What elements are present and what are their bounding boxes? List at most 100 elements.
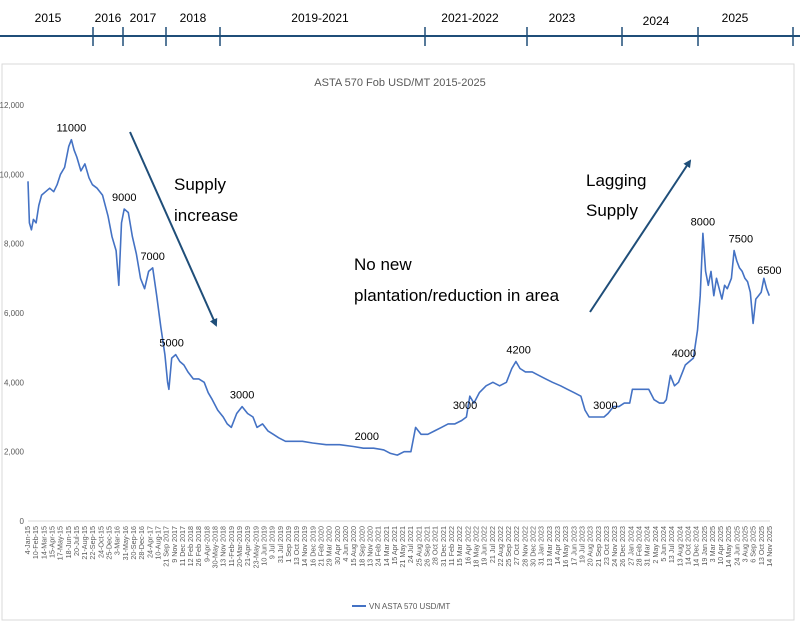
- x-tick-label: 19 Jan 2025: [700, 526, 709, 566]
- x-tick-label: 9 Jul 2019: [268, 526, 277, 559]
- annotation-supply-increase: Supply increase: [174, 175, 238, 225]
- x-tick-label: 21 May 2021: [398, 526, 407, 568]
- x-tick-label: 23-May-2019: [251, 526, 260, 568]
- x-tick-label: 18-Jun-15: [64, 526, 73, 558]
- x-tick-label: 25 Sep 2022: [504, 526, 513, 567]
- x-tick-label: 19 Jun 2022: [480, 526, 489, 566]
- x-tick-label: 9 Nov 2017: [170, 526, 179, 563]
- x-tick-label: 15 Aug 2020: [349, 526, 358, 566]
- x-tick-label: 18 May 2022: [471, 526, 480, 568]
- x-tick-label: 22-Sep-15: [88, 526, 97, 560]
- y-tick-label: 0: [20, 517, 25, 526]
- annotation-no-new-plantation-line1: No new: [354, 255, 412, 274]
- annotation-supply-increase-line1: Supply: [174, 175, 226, 194]
- timeline-period-2024: 2024: [643, 14, 670, 28]
- x-tick-label: 1 Sep 2019: [284, 526, 293, 563]
- arrow-up-icon: [589, 159, 692, 313]
- x-tick-label: 15 Mar 2022: [455, 526, 464, 566]
- x-tick-label: 31 Dec 2021: [439, 526, 448, 567]
- x-tick-label: 30 Apr 2020: [333, 526, 342, 565]
- x-tick-label: 18 Sep 2020: [357, 526, 366, 567]
- timeline-period-2025: 2025: [722, 11, 749, 25]
- x-tick-label: 14 Mar 2021: [382, 526, 391, 566]
- x-tick-label: 26 Dec 2023: [618, 526, 627, 567]
- data-label: 4200: [506, 345, 530, 357]
- annotation-lagging-supply-line2: Supply: [586, 201, 638, 220]
- x-tick-label: 24 Nov 2023: [610, 526, 619, 567]
- x-tick-label: 14 Oct 2024: [683, 526, 692, 565]
- arrow-down-icon: [129, 131, 218, 327]
- x-tick-label: 9-Apr-2018: [202, 526, 211, 562]
- x-tick-label: 3 Aug 2025: [741, 526, 750, 562]
- chart-title: ASTA 570 Fob USD/MT 2015-2025: [314, 77, 485, 89]
- x-tick-label: 24-Apr-17: [145, 526, 154, 558]
- x-tick-label: 31 Jan 2023: [537, 526, 546, 566]
- timeline-period-2015: 2015: [35, 11, 62, 25]
- data-label: 7500: [729, 234, 753, 246]
- data-label: 3000: [593, 400, 617, 412]
- timeline-period-2016: 2016: [95, 11, 122, 25]
- x-tick-label: 14-Mar-15: [39, 526, 48, 559]
- x-tick-label: 24 Jul 2021: [406, 526, 415, 563]
- x-tick-label: 28 Oct 2021: [431, 526, 440, 565]
- x-tick-label: 16 Apr 2022: [463, 526, 472, 565]
- data-label: 5000: [159, 338, 183, 350]
- x-tick-label: 13 Oct 2025: [757, 526, 766, 565]
- y-tick-label: 4,000: [4, 378, 25, 387]
- x-tick-label: 24-Oct-15: [96, 526, 105, 558]
- legend: VN ASTA 570 USD/MT: [352, 602, 450, 611]
- x-tick-label: 30 Dec 2022: [529, 526, 538, 567]
- x-tick-label: 4-Jan-15: [23, 526, 32, 554]
- x-tick-label: 20 Aug 2023: [586, 526, 595, 566]
- annotation-lagging-supply-line1: Lagging: [586, 171, 647, 190]
- x-tick-label: 31 Mar 2024: [643, 526, 652, 566]
- x-tick-label: 3 Mar 2025: [708, 526, 717, 562]
- x-tick-label: 13 Nov 2020: [365, 526, 374, 567]
- x-tick-label: 30-May-2018: [211, 526, 220, 568]
- annotation-no-new-plantation: No new plantation/reduction in area: [354, 255, 560, 305]
- x-tick-label: 20-Jul-15: [72, 526, 81, 556]
- x-tick-label: 11-Feb-2019: [227, 526, 236, 567]
- x-tick-label: 23 Oct 2023: [602, 526, 611, 565]
- x-tick-label: 12 Feb 2018: [186, 526, 195, 566]
- x-tick-label: 10-Aug-17: [153, 526, 162, 560]
- y-tick-label: 12,000: [0, 101, 25, 110]
- timeline-period-2017: 2017: [130, 11, 157, 25]
- x-tick-label: 11 Dec 2017: [178, 526, 187, 566]
- data-label: 3000: [453, 400, 477, 412]
- x-tick-label: 10 Apr 2025: [716, 526, 725, 565]
- x-tick-label: 10 Jun 2019: [259, 526, 268, 566]
- x-tick-label: 22 Aug 2022: [496, 526, 505, 566]
- x-tick-label: 26 Feb 2018: [194, 526, 203, 566]
- x-tick-label: 5 Jun 2024: [659, 526, 668, 562]
- x-tick-label: 21-Aug-15: [80, 526, 89, 560]
- x-tick-label: 21 Sep 2023: [594, 526, 603, 567]
- annotation-no-new-plantation-line2: plantation/reduction in area: [354, 286, 560, 305]
- x-tick-label: 28 Feb 2024: [635, 526, 644, 566]
- x-tick-label: 24 Feb 2021: [374, 526, 383, 566]
- x-tick-label: 29 Mar 2020: [325, 526, 334, 566]
- timeline-period-2023: 2023: [549, 11, 576, 25]
- x-tick-label: 17 Jun 2023: [569, 526, 578, 566]
- x-tick-label: 26 Sep 2021: [423, 526, 432, 567]
- timeline-period-2019-2021: 2019-2021: [291, 11, 349, 25]
- x-tick-label: 21 Sep 2017: [162, 526, 171, 567]
- x-tick-label: 3-Mar-16: [113, 526, 122, 555]
- x-tick-label: 21 Jul 2022: [488, 526, 497, 563]
- x-tick-label: 20-Mar-2019: [235, 526, 244, 567]
- x-tick-label: 14 Dec 2024: [692, 526, 701, 567]
- x-tick-label: 15 Apr 2021: [390, 526, 399, 565]
- x-tick-label: 13 Mar 2023: [545, 526, 554, 566]
- x-tick-label: 27 Jan 2024: [626, 526, 635, 566]
- y-axis: 0 2,000 4,000 6,000 8,000 10,000 12,000: [0, 101, 25, 526]
- x-tick-label: 14 May 2025: [724, 526, 733, 568]
- price-chart: ASTA 570 Fob USD/MT 2015-2025 0 2,000 4,00…: [0, 63, 795, 621]
- x-tick-label: 10-Feb-15: [31, 526, 40, 559]
- x-tick-label: 13 Aug 2024: [675, 526, 684, 566]
- x-tick-label: 13 Oct 2019: [292, 526, 301, 565]
- x-tick-label: 14 Nov 2019: [300, 526, 309, 567]
- timeline-ticks: [92, 27, 794, 46]
- x-axis: 4-Jan-15 10-Feb-15 14-Mar-15 15-Apr-15 17-Ma…: [23, 520, 774, 568]
- x-tick-label: 11 Feb 2022: [447, 526, 456, 566]
- x-tick-label: 31 Jul 2019: [276, 526, 285, 563]
